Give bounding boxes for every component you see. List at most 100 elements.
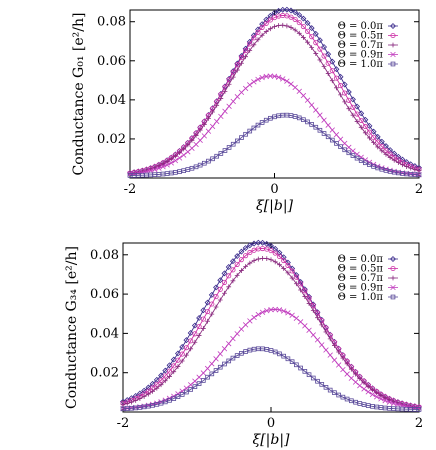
data-point (242, 245, 249, 252)
data-point (400, 162, 405, 168)
x-tick-label: 2 (415, 182, 423, 197)
data-point (293, 274, 299, 280)
data-point (281, 353, 287, 359)
data-point (302, 294, 308, 299)
data-point (375, 139, 381, 145)
data-point (222, 88, 228, 94)
data-point (234, 62, 240, 68)
data-point (133, 398, 139, 403)
data-point (206, 158, 211, 164)
data-point (293, 281, 299, 287)
data-point (332, 390, 337, 395)
data-point (166, 362, 173, 369)
data-point (263, 20, 269, 26)
data-point (162, 367, 169, 374)
data-point (342, 99, 348, 105)
data-point (342, 90, 348, 96)
data-point (196, 374, 202, 380)
data-point (234, 261, 240, 267)
data-point (383, 151, 389, 157)
data-point (361, 386, 367, 392)
data-point (189, 137, 195, 143)
legend: Θ = 0.0πΘ = 0.5πΘ = 0.7πΘ = 0.9πΘ = 1.0π (338, 254, 398, 303)
data-point (319, 322, 325, 328)
data-point (346, 106, 352, 112)
data-point (340, 366, 346, 373)
data-point (314, 337, 321, 343)
data-point (255, 122, 261, 128)
x-tick-label: 2 (415, 416, 423, 431)
data-point (185, 142, 191, 148)
data-point (310, 332, 316, 338)
data-point (337, 73, 344, 80)
chart-panel-g01: 0.02 0.04 0.06 0.08 -2 0 2 ξ[|b|] Conductance G₀… (71, 6, 423, 214)
data-point (277, 262, 282, 268)
data-point (395, 160, 401, 166)
data-point (197, 137, 203, 143)
data-point (296, 12, 303, 18)
data-point (337, 83, 344, 89)
y-tick-label: 0.04 (90, 326, 119, 341)
data-point (276, 307, 283, 313)
data-point (300, 15, 307, 22)
data-point (264, 307, 270, 314)
data-point (264, 256, 270, 261)
data-point (370, 387, 375, 393)
data-point (306, 295, 312, 301)
data-point (268, 248, 274, 254)
data-point (177, 150, 182, 156)
y-axis-title: Conductance G₀₁ [e²/h] (71, 13, 87, 176)
data-point (206, 115, 211, 121)
data-point (305, 39, 310, 45)
data-point (306, 301, 312, 306)
data-point (120, 402, 126, 407)
data-point (271, 73, 278, 79)
data-point (272, 306, 278, 313)
data-point (272, 24, 277, 30)
data-point (124, 400, 130, 406)
data-point (327, 387, 333, 393)
data-point (246, 242, 253, 249)
data-point (333, 75, 339, 81)
data-point (192, 339, 198, 345)
data-point (230, 74, 236, 80)
data-point (255, 37, 261, 43)
data-point (205, 318, 210, 324)
data-point (341, 81, 348, 88)
data-point (298, 287, 303, 293)
data-point (304, 19, 311, 26)
data-point (192, 378, 198, 384)
data-point (218, 151, 224, 156)
data-point (319, 382, 325, 387)
data-point (314, 310, 321, 316)
data-point (317, 57, 323, 63)
data-point (395, 401, 401, 408)
data-point (352, 379, 359, 385)
data-point (230, 355, 236, 361)
data-point (247, 249, 253, 256)
data-point (176, 155, 183, 161)
data-point (408, 165, 414, 171)
data-point (149, 380, 156, 387)
data-point (281, 266, 287, 271)
x-axis-title: ξ[|b|] (252, 432, 290, 448)
data-point (247, 41, 253, 47)
series-line (130, 114, 420, 176)
data-point (292, 27, 298, 33)
data-point (416, 168, 422, 173)
data-point (281, 308, 287, 314)
data-point (321, 131, 327, 136)
data-point (222, 361, 227, 367)
data-point (214, 102, 220, 108)
data-point (371, 140, 376, 146)
data-point (238, 54, 245, 61)
data-point (154, 385, 160, 391)
data-point (188, 338, 194, 344)
data-point (152, 164, 158, 170)
data-point (247, 128, 253, 134)
data-point (344, 361, 350, 367)
x-tick-label: -2 (117, 416, 130, 431)
data-point (292, 16, 298, 22)
data-point (197, 127, 203, 133)
data-point (382, 397, 388, 404)
